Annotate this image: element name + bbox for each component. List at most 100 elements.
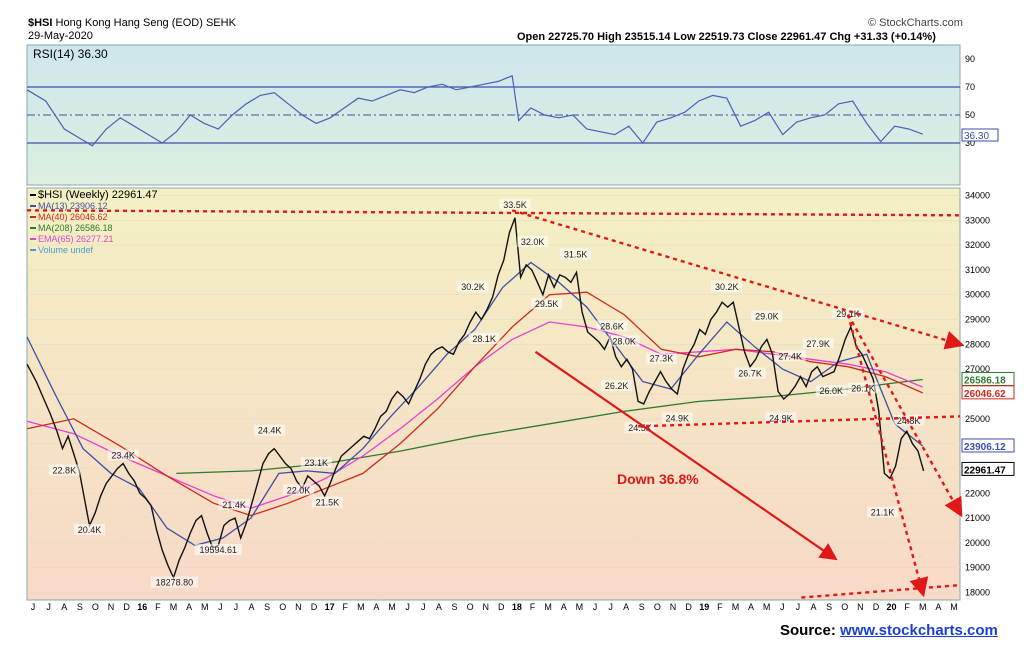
price-label-23: 29.0K — [755, 312, 779, 322]
price-label-18: 26.2K — [605, 381, 629, 391]
price-gridlines — [27, 195, 960, 593]
legend-entry-2: MA(40) 26046.62 — [38, 212, 108, 222]
x-tick-44: F — [717, 602, 723, 612]
price-label-bg-0 — [48, 464, 80, 476]
x-tick-54: D — [873, 602, 880, 612]
price-label-bg-12 — [499, 198, 531, 210]
legend-entry-0: $HSI (Weekly) 22961.47 — [38, 189, 158, 201]
price-tick-28000: 28000 — [965, 339, 990, 349]
x-tick-4: O — [92, 602, 99, 612]
price-label-bg-29 — [832, 308, 864, 320]
price-label-bg-1 — [74, 523, 106, 535]
x-tick-34: A — [561, 602, 567, 612]
x-tick-37: J — [608, 602, 613, 612]
price-tick-31000: 31000 — [965, 265, 990, 275]
rsi-axis: 90 70 50 30 — [965, 54, 975, 148]
price-label-bg-3 — [150, 576, 199, 588]
last-box-3 — [961, 461, 1015, 476]
x-tick-10: A — [186, 602, 192, 612]
x-tick-27: S — [451, 602, 457, 612]
trendline-2 — [638, 415, 961, 428]
x-axis: J J A S O N D 16 F M A M J J A S O N D 17 F M A M J J A S O N D 18 F M A M J… — [31, 602, 958, 612]
price-label-24: 26.7K — [738, 369, 762, 379]
x-tick-14: A — [249, 602, 255, 612]
price-label-19: 24.5K — [628, 423, 652, 433]
trendline-0 — [26, 209, 961, 217]
x-tick-20: F — [342, 602, 348, 612]
trendline-6 — [534, 350, 838, 561]
x-tick-48: J — [780, 602, 785, 612]
source-link[interactable]: www.stockcharts.com — [840, 622, 998, 639]
price-label-0: 22.8K — [53, 465, 77, 475]
price-tick-21000: 21000 — [965, 513, 990, 523]
price-label-10: 30.2K — [461, 282, 485, 292]
price-label-21: 24.9K — [666, 413, 690, 423]
price-label-9: 21.5K — [316, 498, 340, 508]
rsi-value-box: 36.30 — [961, 128, 999, 142]
price-tick-22000: 22000 — [965, 488, 990, 498]
x-tick-38: A — [623, 602, 629, 612]
price-label-bg-15 — [560, 248, 592, 260]
x-tick-52: O — [841, 602, 848, 612]
legend-entry-5: Volume undef — [38, 245, 94, 255]
price-label-13: 32.0K — [521, 237, 545, 247]
price-tick-19000: 19000 — [965, 563, 990, 573]
x-tick-19: 17 — [325, 602, 335, 612]
x-tick-26: A — [436, 602, 442, 612]
price-tick-32000: 32000 — [965, 240, 990, 250]
trendline-1 — [511, 209, 965, 350]
x-tick-21: M — [357, 602, 365, 612]
price-label-bg-20 — [645, 352, 677, 364]
rsi-level-lines — [27, 86, 960, 144]
price-label-bg-18 — [601, 380, 633, 392]
price-label-bg-25 — [774, 350, 806, 362]
price-label-bg-30 — [847, 382, 879, 394]
x-tick-25: J — [421, 602, 426, 612]
price-label-16: 28.6K — [600, 321, 624, 331]
rsi-tick-70: 70 — [965, 82, 975, 92]
price-label-30: 26.1K — [851, 384, 875, 394]
price-label-bg-27 — [802, 337, 834, 349]
x-tick-46: A — [748, 602, 754, 612]
close-path — [26, 217, 925, 580]
price-label-6: 24.4K — [258, 426, 282, 436]
rsi-tick-50: 50 — [965, 110, 975, 120]
rsi-label: RSI(14) 36.30 — [33, 47, 108, 61]
last-box-2 — [961, 438, 1015, 453]
x-tick-1: J — [46, 602, 51, 612]
symbol: $HSI — [28, 17, 53, 29]
price-label-bg-2 — [107, 449, 139, 461]
price-tick-27000: 27000 — [965, 364, 990, 374]
x-tick-57: M — [919, 602, 927, 612]
price-label-7: 22.0K — [287, 485, 311, 495]
x-tick-53: N — [857, 602, 864, 612]
price-label-bg-8 — [300, 456, 332, 468]
price-label-26: 24.9K — [769, 413, 793, 423]
price-label-5: 21.4K — [222, 500, 246, 510]
x-tick-5: N — [108, 602, 115, 612]
price-tick-18000: 18000 — [965, 588, 990, 598]
x-tick-6: D — [123, 602, 130, 612]
price-line — [26, 217, 925, 580]
rsi-path — [26, 74, 923, 147]
price-label-4: 19594.61 — [199, 545, 237, 555]
price-label-bg-17 — [608, 335, 640, 347]
price-label-17: 28.0K — [612, 336, 636, 346]
x-tick-2: A — [61, 602, 67, 612]
trendline-5 — [801, 583, 961, 599]
x-tick-40: O — [654, 602, 661, 612]
price-label-bg-22 — [711, 280, 743, 292]
x-tick-24: J — [405, 602, 410, 612]
x-tick-8: F — [155, 602, 161, 612]
last-value-1: 26046.62 — [964, 389, 1006, 400]
price-tick-34000: 34000 — [965, 190, 990, 200]
x-tick-28: O — [467, 602, 474, 612]
price-label-bg-21 — [661, 412, 693, 424]
x-tick-23: M — [388, 602, 396, 612]
source-credit: Source: www.stockcharts.com — [780, 622, 998, 639]
price-label-28: 26.0K — [819, 386, 843, 396]
x-tick-51: S — [826, 602, 832, 612]
copyright: © StockCharts.com — [868, 17, 963, 29]
x-tick-9: M — [170, 602, 178, 612]
rsi-tick-30: 30 — [965, 138, 975, 148]
